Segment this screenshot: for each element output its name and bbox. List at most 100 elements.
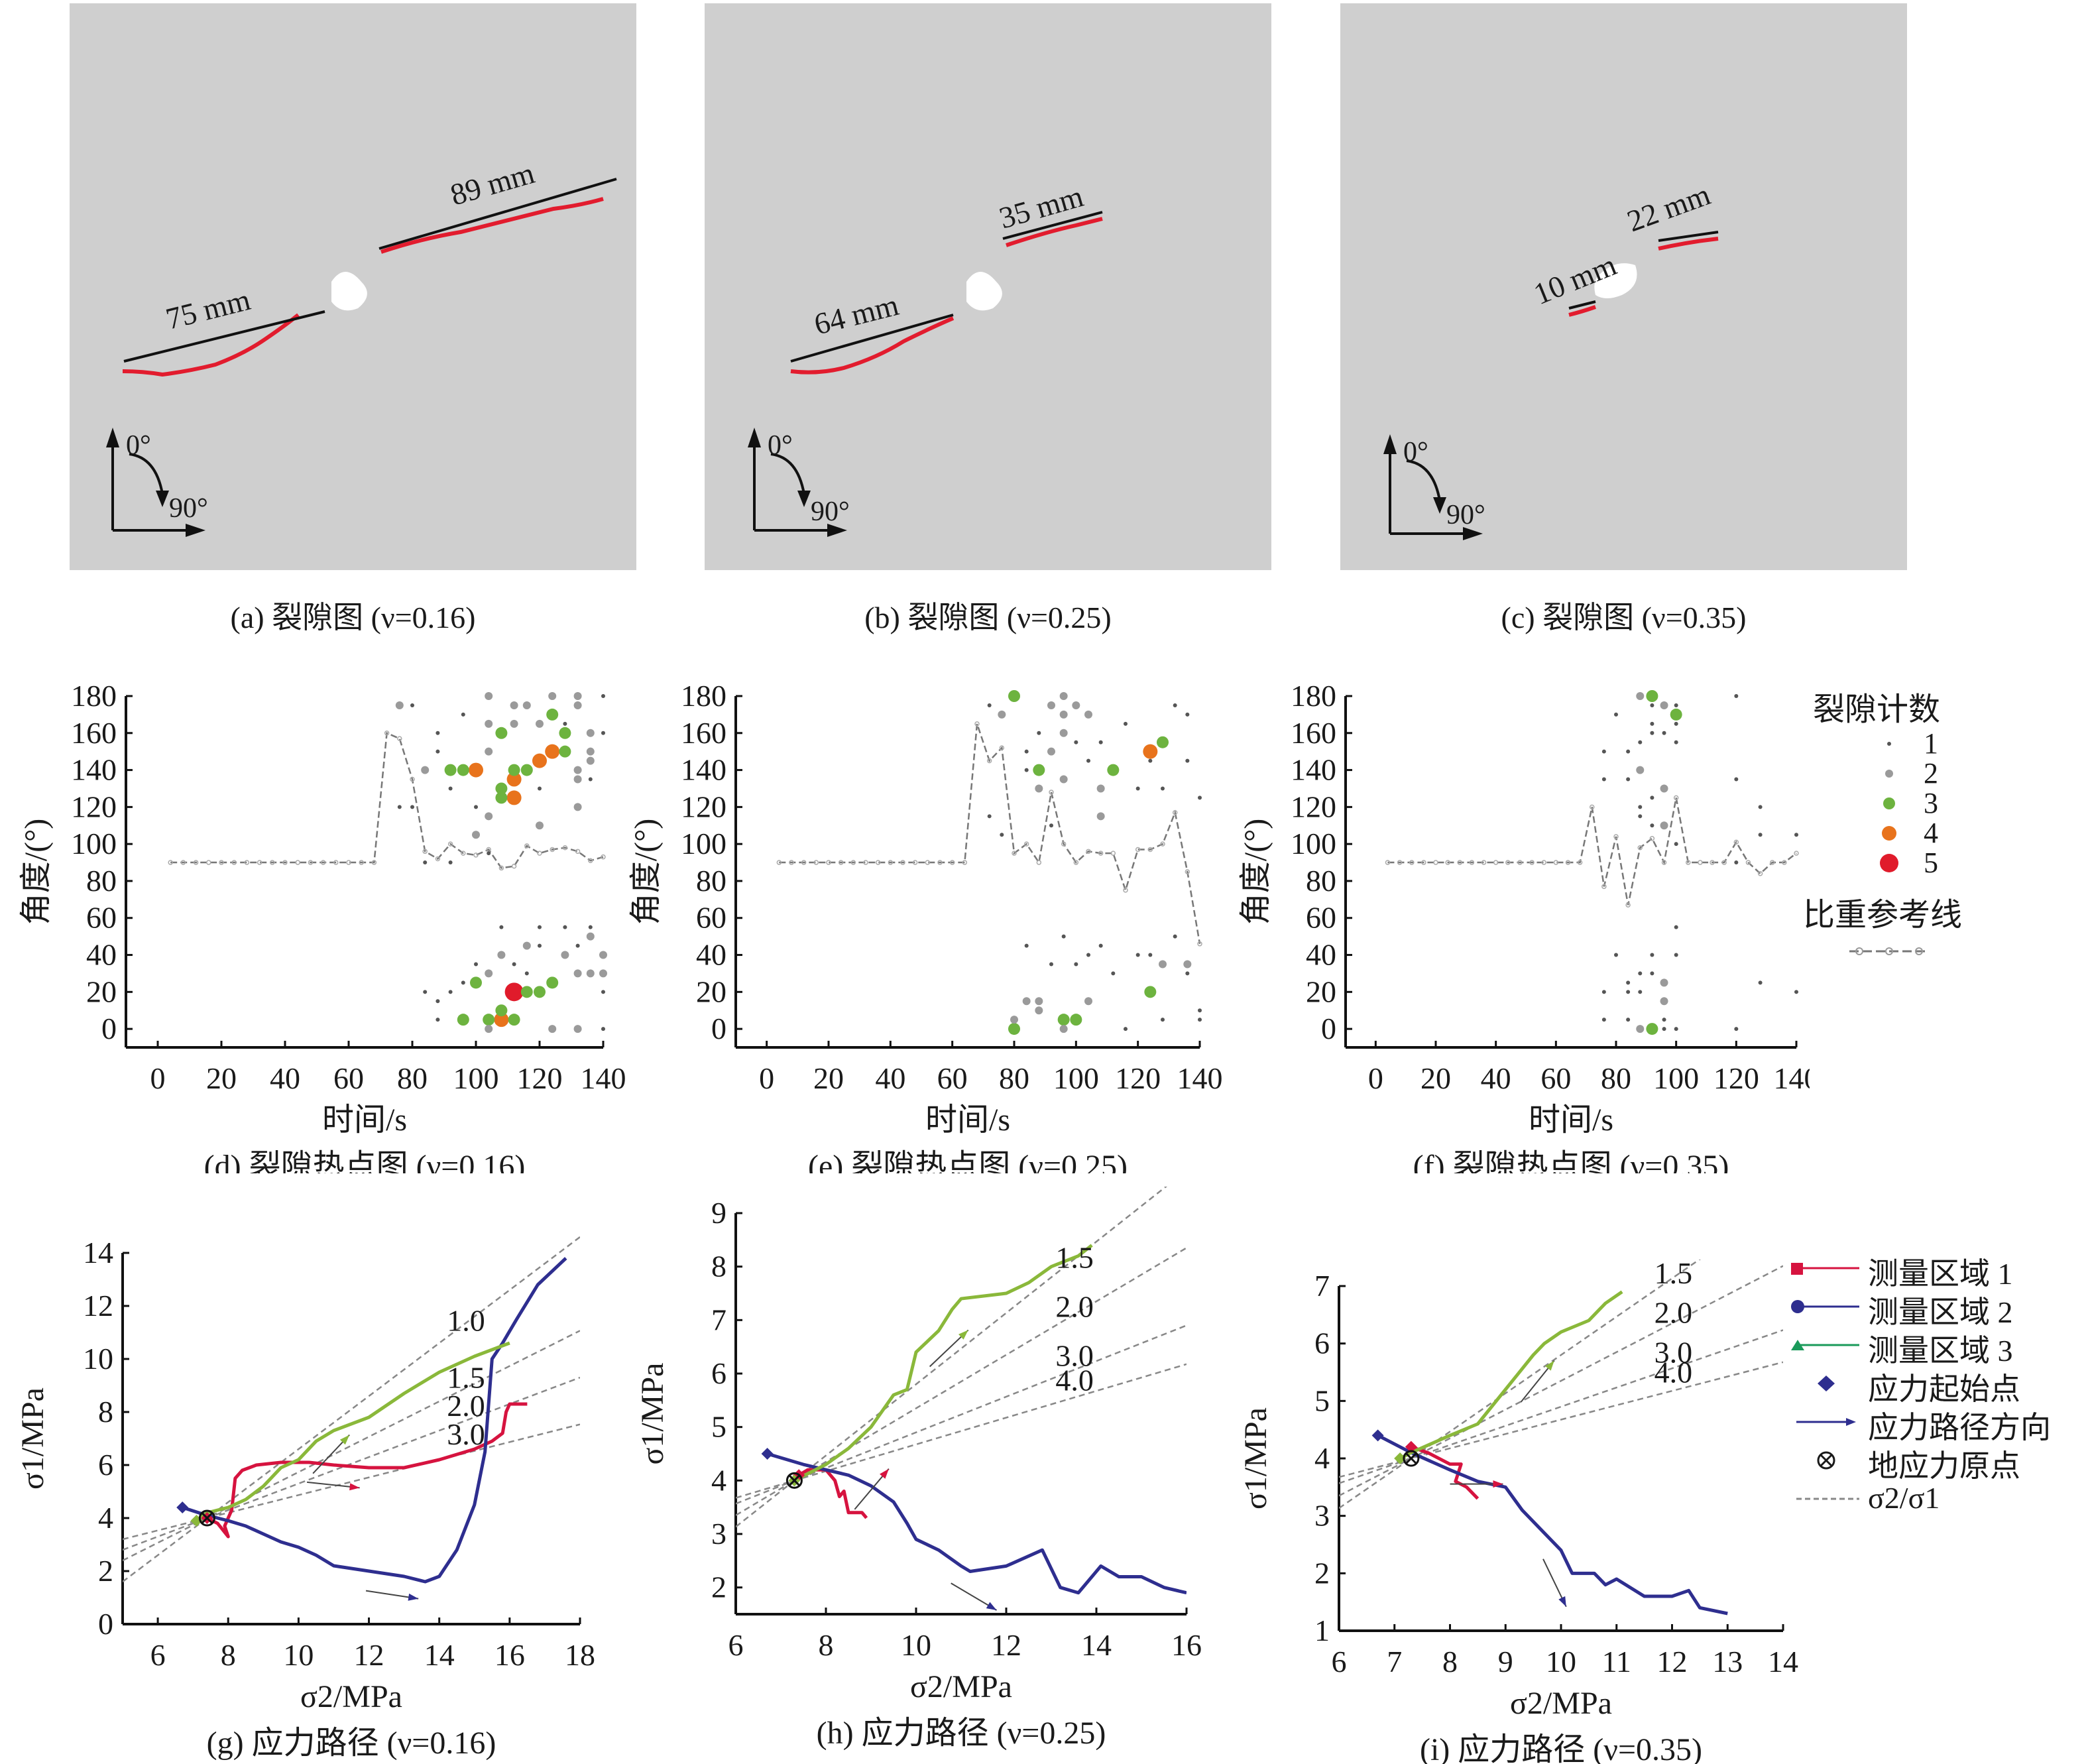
x-tick-label: 10 [1546, 1645, 1576, 1678]
ref-line-marker [562, 845, 568, 851]
crack-count-point [1022, 997, 1031, 1006]
crack-count-point [522, 701, 531, 709]
y-axis-label: 角度/(°) [19, 819, 54, 925]
ref-line-marker [588, 858, 593, 864]
y-tick-label: 180 [1291, 679, 1336, 713]
ref-line-marker [1135, 847, 1141, 853]
crack-count-point [1626, 990, 1631, 994]
crack-count-point [1148, 953, 1153, 957]
x-tick-label: 12 [991, 1628, 1021, 1662]
crack-count-point [1758, 805, 1763, 809]
count-dot-icon [1883, 797, 1895, 809]
heat-legend-item: 3 [1869, 787, 2002, 819]
geostress-origin-cross [1405, 1452, 1417, 1465]
chart-title: (i) 应力路径 (ν=0.35) [1420, 1732, 1702, 1764]
ref-line-marker [447, 841, 453, 847]
y-tick-label: 180 [71, 679, 117, 713]
ref-line-marker [1589, 804, 1595, 810]
ref-line-marker [473, 853, 479, 858]
crack-count-point [1674, 953, 1678, 957]
crack-count-point [1650, 795, 1654, 800]
crack-count-point [1096, 784, 1105, 793]
stress-path-line [195, 1341, 510, 1522]
crack-count-point [1758, 980, 1763, 985]
y-tick-label: 2 [1314, 1556, 1330, 1590]
crack-count-point [1074, 740, 1078, 744]
crack-count-point [575, 943, 580, 948]
crack-count-point [508, 764, 520, 776]
heatmap-chart-d: 0 20 40 60 80 100 120 1400204060801001201401601… [19, 679, 626, 1173]
ref-line-marker [900, 860, 905, 865]
crack-count-point [1061, 934, 1066, 939]
ratio-line [1339, 1265, 1783, 1497]
path-legend-label: 测量区域 3 [1868, 1334, 2013, 1368]
ref-line-marker [1160, 841, 1165, 847]
plot-area [123, 1236, 580, 1584]
geostress-origin-cross [788, 1474, 801, 1487]
direction-arrowhead [339, 1435, 350, 1445]
crack-count-point [1626, 777, 1631, 782]
crack-count-point [1674, 703, 1678, 707]
crack-count-point [1794, 833, 1798, 837]
ratio-line-label: 1.5 [1654, 1256, 1693, 1290]
crack-count-point [494, 1012, 509, 1028]
path-legend-item: 测量区域 2 [1790, 1288, 2088, 1329]
crack-count-point [497, 951, 506, 959]
crack-count-point [1086, 953, 1090, 957]
ref-line-marker [1794, 851, 1799, 856]
crack-count-point [1059, 729, 1068, 737]
path-legend-label: 地应力原点 [1868, 1449, 2020, 1483]
crack-count-point [1098, 740, 1103, 744]
ref-line-marker [1433, 860, 1438, 865]
crack-count-point [448, 786, 453, 791]
x-axis-label: σ2/MPa [300, 1679, 402, 1714]
ref-line-marker [949, 860, 955, 865]
ref-line-marker [550, 847, 555, 853]
stress-path-chart-g: 6 8 10 12 14 16 18 0 2 4 6 8 10 12 14 σ2/MPa σ1/MPa (g) 应… [15, 1236, 595, 1761]
y-tick-label: 12 [83, 1289, 113, 1323]
crack-count-point [1734, 1027, 1739, 1031]
stress-path-line [1377, 1434, 1728, 1616]
crack-count-point [410, 703, 414, 707]
x-tick-label: 9 [1498, 1645, 1513, 1678]
ref-line-marker [1172, 809, 1178, 815]
crack-count-point [1636, 692, 1645, 700]
y-tick-label: 100 [681, 827, 726, 860]
crack-label-right: 22 mm [1623, 177, 1715, 238]
crack-count-point [421, 766, 430, 774]
crack-count-point [559, 745, 571, 758]
angle-indicator: 0° 90° [106, 428, 208, 537]
x-tick-label: 40 [875, 1061, 905, 1095]
crack-count-point [1662, 1018, 1666, 1022]
ref-line-marker [1553, 860, 1559, 865]
crack-count-point [1734, 777, 1739, 782]
crack-count-point [599, 969, 607, 978]
crack-count-point [1650, 971, 1654, 976]
ref-line-marker [397, 736, 402, 741]
direction-arrowhead [1493, 1480, 1503, 1488]
ref-line-marker [1673, 795, 1679, 801]
start-point-diamond [1405, 1441, 1417, 1453]
crack-count-point [1674, 740, 1678, 744]
crack-count-point [1049, 823, 1053, 828]
crack-count-point [1794, 990, 1798, 994]
crack-count-point [457, 764, 469, 776]
y-tick-label: 0 [711, 1012, 726, 1045]
crack-drawing: 75 mm 89 mm 0° 90° [106, 156, 617, 537]
ref-line-marker [1098, 851, 1104, 856]
ref-line-marker [875, 860, 881, 865]
crack-drawing: 10 mm 22 mm 0° 90° [1383, 177, 1719, 540]
ratio-line [736, 1363, 1187, 1499]
square-marker-icon [1791, 1263, 1859, 1275]
arrow-marker-icon [1796, 1418, 1856, 1426]
crack-count-point [998, 710, 1006, 719]
crack-count-point [1059, 710, 1068, 719]
x-tick-label: 16 [494, 1638, 525, 1672]
crack-count-point [524, 971, 529, 976]
otimes-marker-icon [1817, 1451, 1835, 1470]
crack-count-point [1035, 997, 1043, 1006]
ref-line-marker [180, 860, 186, 865]
ref-line-marker [282, 860, 288, 865]
y-tick-label: 4 [711, 1463, 726, 1497]
crack-count-point [506, 790, 522, 805]
